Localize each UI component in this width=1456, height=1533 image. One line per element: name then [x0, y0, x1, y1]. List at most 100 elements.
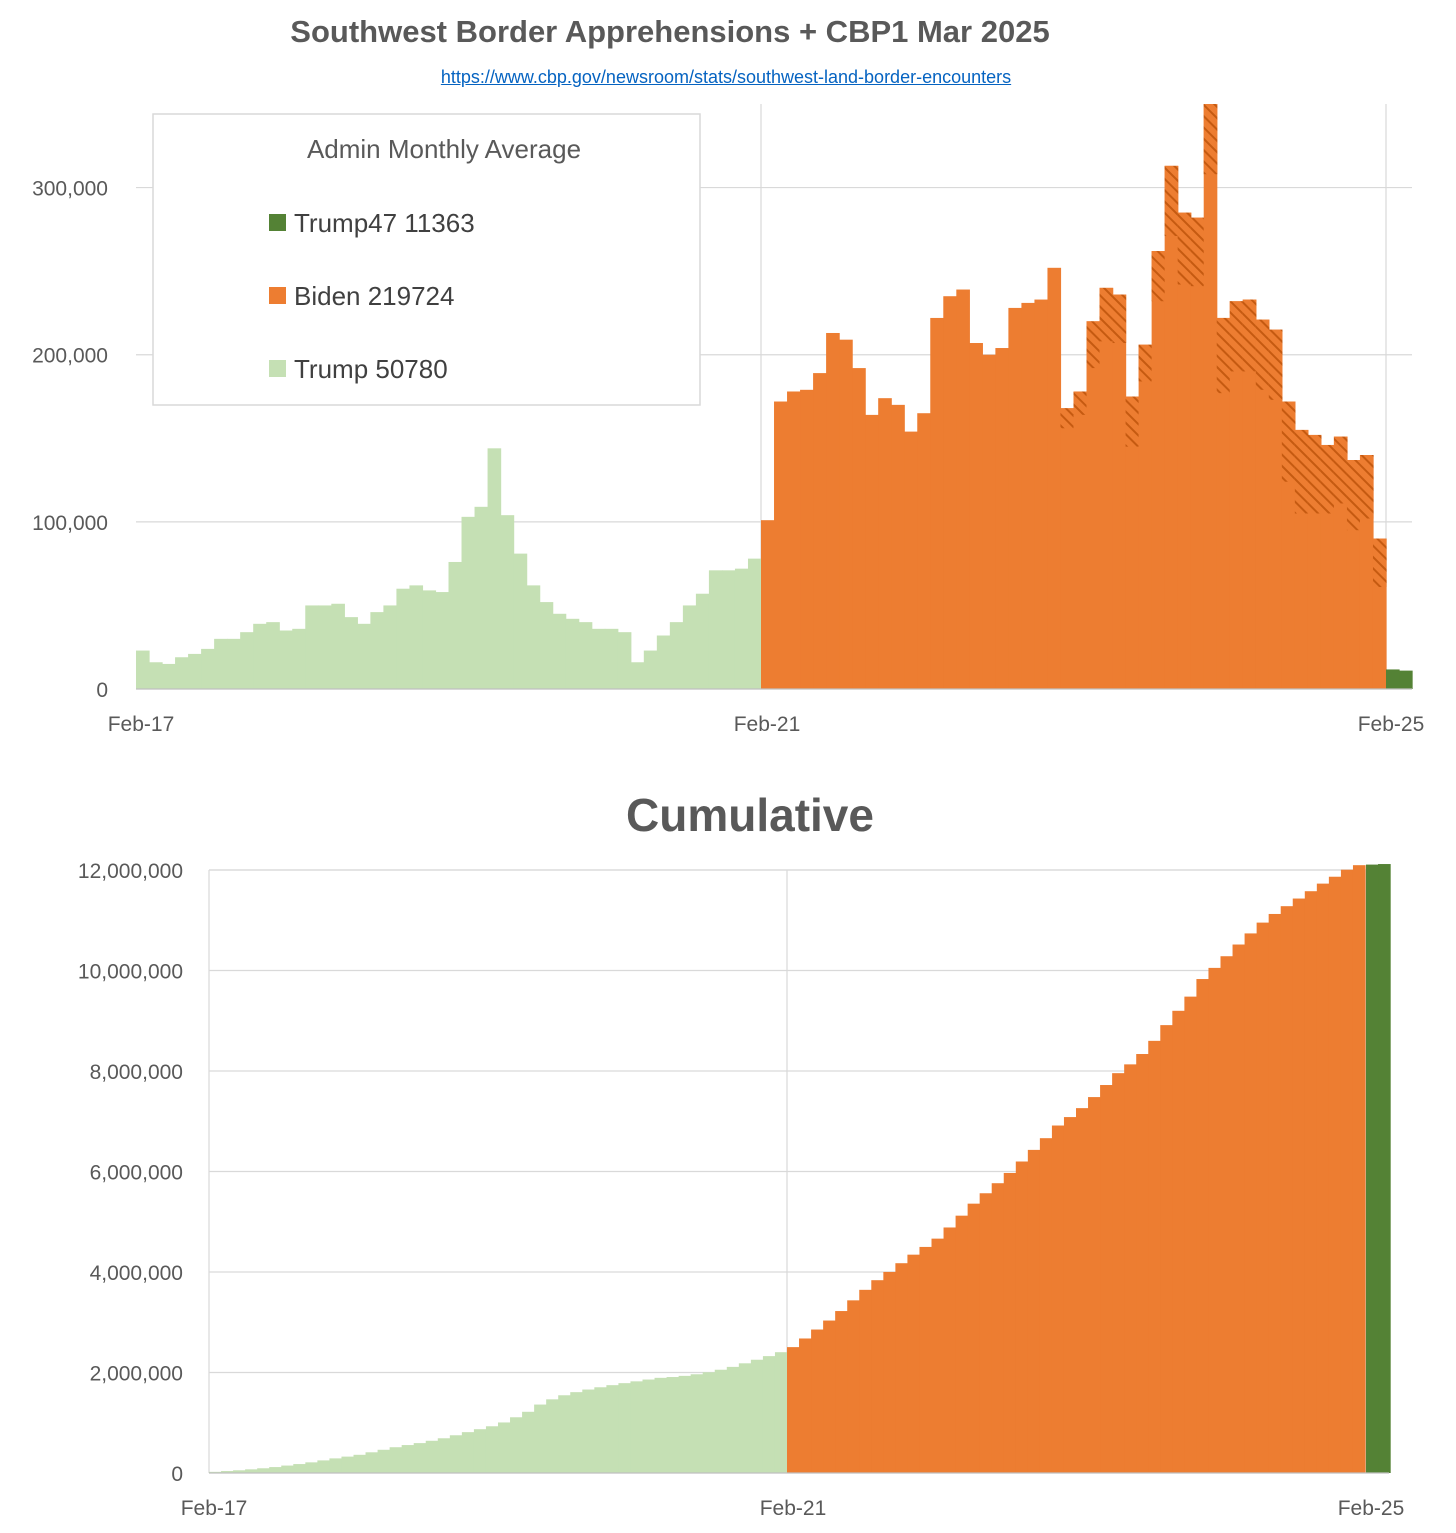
cum-bar-biden	[919, 1246, 933, 1473]
bar-trump	[448, 561, 463, 689]
cum-bar-biden	[991, 1183, 1005, 1473]
bar-trump	[734, 568, 749, 689]
bar-trump47	[1386, 669, 1400, 689]
bar-biden	[1255, 319, 1270, 689]
cum-bar-trump	[305, 1462, 318, 1473]
cum-bar-trump	[317, 1460, 331, 1473]
bar-biden	[1125, 396, 1140, 689]
cum-bar-trump	[437, 1438, 451, 1473]
cum-bar-biden	[1244, 933, 1258, 1473]
legend-label-trump: Trump 50780	[294, 354, 448, 384]
bar-biden	[1151, 251, 1166, 690]
bar-trump	[682, 605, 697, 689]
bar-trump	[383, 605, 398, 689]
bar-biden	[891, 404, 905, 689]
bar-trump	[370, 612, 384, 689]
bar-trump47	[1399, 670, 1413, 689]
cum-bar-trump	[618, 1383, 632, 1473]
bar-biden-cbp1	[1281, 401, 1296, 482]
cum-bar-trump	[702, 1372, 716, 1473]
bar-biden	[878, 398, 892, 689]
legend-swatch-trump	[269, 360, 286, 377]
cum-bar-biden	[1051, 1125, 1065, 1473]
bar-trump	[305, 605, 319, 689]
legend: Admin Monthly Average Trump47 11363 Bide…	[152, 113, 701, 406]
cum-bar-biden	[1292, 898, 1306, 1473]
cum-bar-biden	[1304, 891, 1318, 1473]
y-tick-label: 2,000,000	[90, 1363, 183, 1386]
bar-biden	[800, 389, 814, 689]
cum-bar-trump	[473, 1429, 487, 1473]
bar-biden-cbp1	[1190, 217, 1205, 287]
bar-trump	[396, 588, 411, 689]
y-tick-label: 10,000,000	[78, 961, 183, 984]
cum-bar-biden	[799, 1338, 812, 1473]
bar-trump	[526, 585, 541, 689]
bar-biden-cbp1	[1359, 455, 1374, 519]
cum-bar-biden	[847, 1300, 860, 1473]
bar-trump	[552, 613, 567, 689]
cum-bar-trump47	[1378, 864, 1391, 1473]
cum-bar-trump	[425, 1440, 439, 1473]
cum-bar-biden	[1280, 906, 1294, 1473]
cum-bar-biden	[1172, 1010, 1185, 1473]
bar-biden	[930, 317, 944, 689]
bar-biden-cbp1	[1086, 321, 1101, 369]
bar-trump	[149, 662, 163, 689]
bar-biden	[1203, 104, 1218, 689]
bar-biden	[1138, 344, 1153, 689]
source-link[interactable]: https://www.cbp.gov/newsroom/stats/south…	[440, 67, 1012, 87]
cum-bar-trump	[510, 1417, 523, 1473]
bar-biden	[943, 296, 957, 689]
bar-trump	[253, 623, 267, 689]
monthly-apprehensions-chart: 0 100,000 200,000 300,000 Feb-17 Feb-21 Feb-25…	[32, 104, 1425, 736]
cum-bar-biden	[1232, 944, 1246, 1473]
cum-bar-biden	[1208, 967, 1222, 1473]
bar-biden	[995, 348, 1009, 689]
bar-biden-cbp1	[1372, 538, 1387, 588]
cum-bar-biden	[1112, 1073, 1125, 1473]
cum-bar-trump	[762, 1356, 776, 1473]
cum-bar-biden	[967, 1203, 981, 1473]
bar-trump	[292, 628, 306, 689]
bar-trump	[266, 622, 280, 689]
bar-trump	[747, 558, 762, 689]
legend-swatch-trump47	[269, 214, 286, 231]
bar-trump	[487, 448, 502, 689]
bar-biden	[904, 431, 918, 689]
bar-trump	[279, 630, 293, 689]
bar-biden-cbp1	[1112, 294, 1127, 344]
bar-trump	[708, 570, 723, 689]
bar-biden	[1242, 299, 1257, 689]
bar-trump	[461, 516, 476, 689]
cum-bar-biden	[1184, 996, 1198, 1473]
cum-bar-trump	[389, 1447, 403, 1473]
cum-bar-trump	[281, 1465, 294, 1473]
bar-biden-cbp1	[1177, 212, 1192, 285]
bar-biden	[1073, 391, 1088, 689]
cum-bar-trump	[534, 1404, 547, 1473]
y-tick-label: 4,000,000	[90, 1262, 183, 1285]
cum-bar-trump	[630, 1381, 644, 1473]
y-tick-label: 8,000,000	[90, 1061, 183, 1084]
x-tick-label: Feb-25	[1358, 713, 1425, 736]
bar-biden-cbp1	[1125, 396, 1140, 447]
cum-bar-biden	[1039, 1138, 1053, 1473]
bar-biden-cbp1	[1216, 317, 1231, 394]
bar-biden-cbp1	[1073, 391, 1088, 415]
bar-trump	[214, 638, 228, 689]
bar-biden	[865, 414, 879, 689]
bar-biden-cbp1	[1099, 287, 1114, 342]
cum-bar-trump	[606, 1385, 620, 1473]
cum-bar-biden	[871, 1280, 884, 1473]
cum-bar-trump	[257, 1468, 270, 1473]
bar-biden	[1034, 299, 1049, 689]
x-tick-label: Feb-17	[108, 713, 175, 736]
cum-bar-biden	[835, 1311, 848, 1473]
cum-bar-biden	[1340, 869, 1354, 1473]
bar-trump	[721, 570, 736, 689]
cum-bar-biden	[1088, 1097, 1101, 1473]
bar-biden-cbp1	[1164, 165, 1179, 237]
bar-biden	[1047, 267, 1062, 689]
cum-bar-trump	[461, 1432, 475, 1473]
